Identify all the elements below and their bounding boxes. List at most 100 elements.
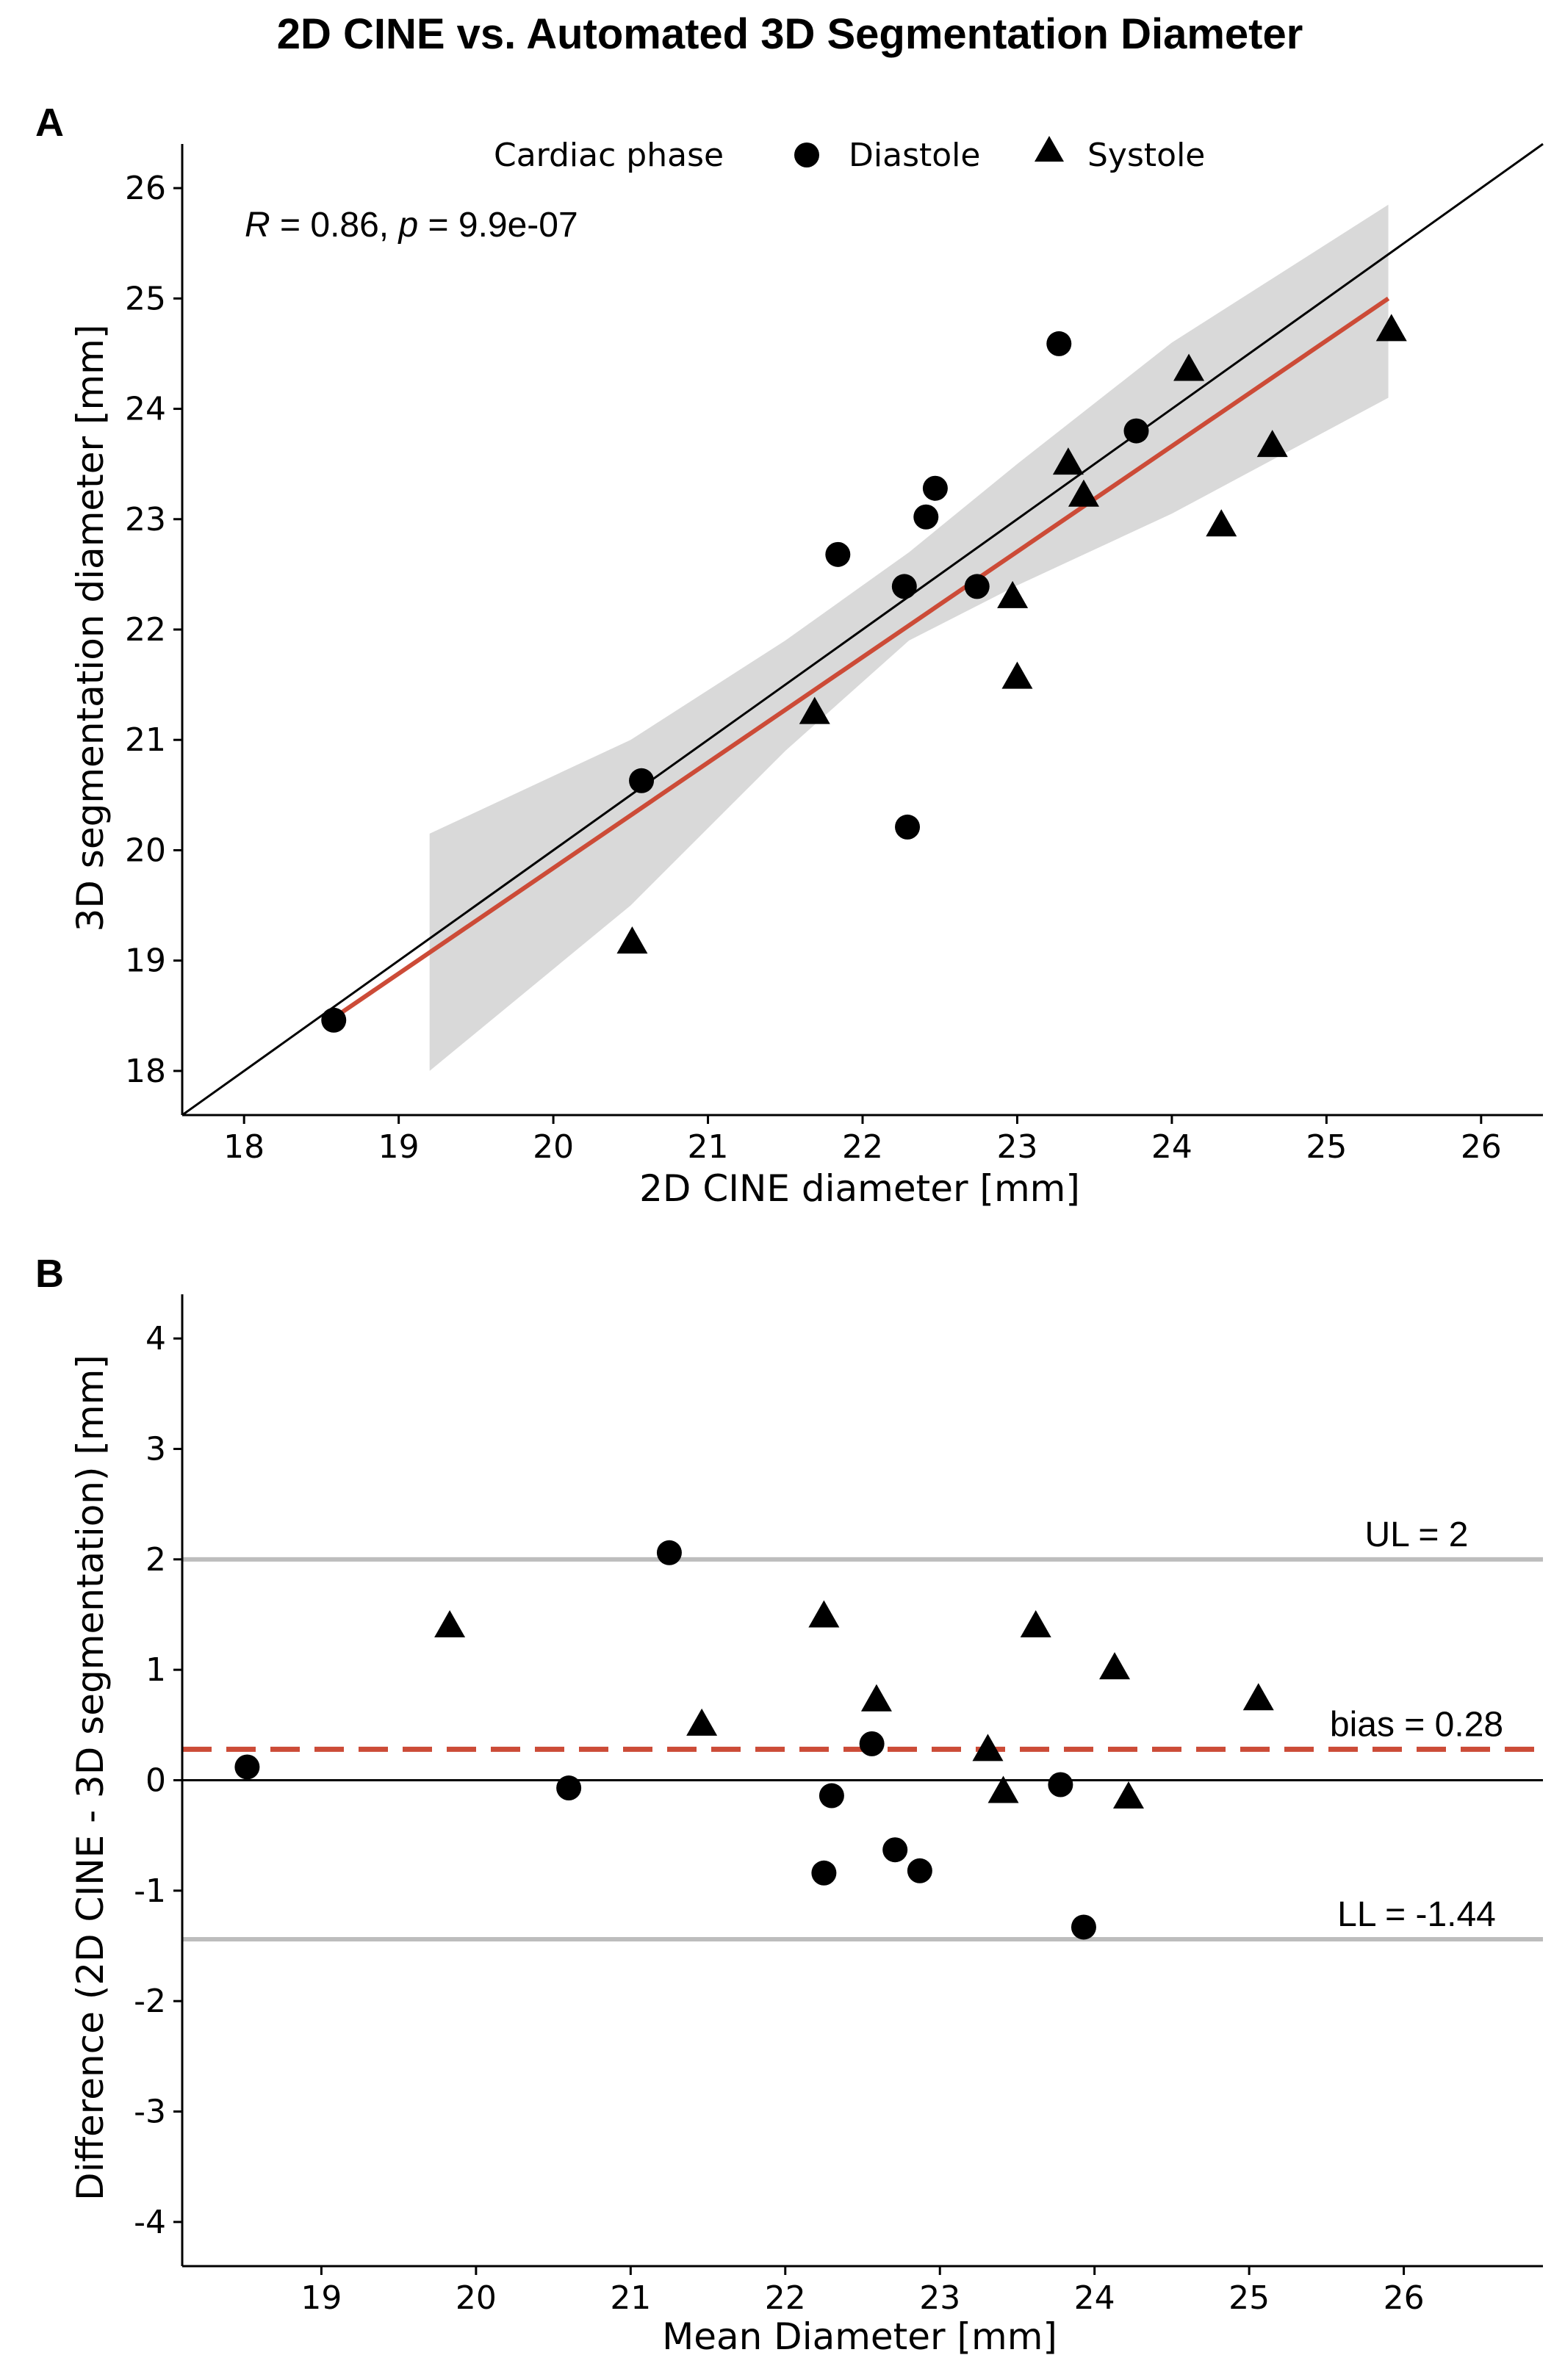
- y-tick-label: 20: [125, 832, 166, 869]
- panel-b-x-label: Mean Diameter [mm]: [662, 2315, 1057, 2358]
- diastole-point: [913, 504, 939, 530]
- y-tick-label: 0: [145, 1762, 166, 1800]
- bias-label: bias = 0.28: [1330, 1705, 1503, 1744]
- legend-item-diastole: Diastole: [849, 137, 980, 174]
- x-tick-label: 21: [610, 2279, 651, 2317]
- panel-b-points: [234, 1540, 1274, 1940]
- y-tick-label: 23: [125, 501, 166, 538]
- systole-point: [1052, 447, 1084, 475]
- x-tick-label: 20: [456, 2279, 497, 2317]
- ul-label: UL = 2: [1365, 1515, 1469, 1554]
- p-value: = 9.9e-07: [418, 206, 578, 245]
- y-tick-label: 21: [125, 721, 166, 759]
- systole-point: [987, 1775, 1019, 1803]
- x-tick-label: 20: [533, 1128, 574, 1166]
- confidence-band: [429, 204, 1389, 1071]
- panel-a-y-label: 3D segmentation diameter [mm]: [69, 325, 112, 932]
- x-tick-label: 19: [378, 1128, 420, 1166]
- systole-point: [434, 1610, 466, 1638]
- p-symbol: p: [397, 206, 418, 245]
- diastole-point: [825, 541, 851, 567]
- systole-point: [1020, 1610, 1051, 1638]
- x-tick-label: 26: [1461, 1128, 1502, 1166]
- panel-b-y-ticks: -4 -3 -2 -1 0 1 2 3 4: [134, 1320, 182, 2241]
- panel-b-label: B: [35, 1252, 64, 1296]
- panel-b-x-ticks: 19 20 21 22 23 24 25 26: [301, 2266, 1425, 2317]
- systole-point: [1375, 314, 1407, 342]
- diastole-point: [1071, 1914, 1096, 1940]
- x-tick-label: 26: [1384, 2279, 1425, 2317]
- legend-item-systole: Systole: [1087, 137, 1205, 174]
- systole-point: [1112, 1781, 1144, 1809]
- diastole-point: [1046, 331, 1072, 356]
- diastole-point: [1048, 1772, 1073, 1797]
- x-tick-label: 22: [765, 2279, 806, 2317]
- systole-point: [1173, 353, 1205, 381]
- diastole-point: [859, 1731, 885, 1756]
- legend-title: Cardiac phase: [494, 137, 724, 174]
- figure-title: 2D CINE vs. Automated 3D Segmentation Di…: [277, 10, 1303, 58]
- x-tick-label: 24: [1074, 2279, 1115, 2317]
- panel-a-points: [321, 314, 1407, 1033]
- diastole-point: [1123, 418, 1149, 444]
- systole-point: [972, 1734, 1004, 1761]
- x-tick-label: 21: [688, 1128, 729, 1166]
- y-tick-label: 1: [145, 1651, 166, 1689]
- diastole-point: [891, 574, 917, 599]
- x-tick-label: 24: [1151, 1128, 1192, 1166]
- diastole-point: [629, 768, 655, 793]
- diastole-point: [922, 475, 948, 501]
- y-tick-label: 3: [145, 1430, 166, 1468]
- systole-point: [1256, 430, 1288, 458]
- diastole-point: [895, 814, 921, 840]
- diastole-point: [907, 1858, 932, 1883]
- panel-b-y-label: Difference (2D CINE - 3D segmentation) […: [69, 1355, 112, 2201]
- diastole-point: [321, 1007, 347, 1033]
- r-symbol: R: [245, 206, 270, 245]
- panel-a-x-label: 2D CINE diameter [mm]: [639, 1167, 1080, 1210]
- y-tick-label: -1: [134, 1872, 166, 1910]
- systole-point: [860, 1684, 892, 1712]
- y-tick-label: 18: [125, 1053, 166, 1090]
- diastole-point: [964, 574, 990, 599]
- diastole-point: [656, 1540, 682, 1565]
- panel-a-y-ticks: 18 19 20 21 22 23 24 25 26: [125, 170, 182, 1090]
- diastole-point: [556, 1775, 582, 1801]
- diastole-point: [882, 1837, 908, 1863]
- regression-line: [335, 296, 1390, 1018]
- y-tick-label: -2: [134, 1983, 166, 2020]
- x-tick-label: 19: [301, 2279, 342, 2317]
- diastole-point: [819, 1783, 844, 1809]
- y-tick-label: 26: [125, 170, 166, 207]
- systole-point: [686, 1708, 718, 1736]
- agreement-limits: UL = 2 bias = 0.28 LL = -1.44: [182, 1515, 1543, 1941]
- systole-point: [997, 580, 1029, 608]
- panel-a-x-ticks: 18 19 20 21 22 23 24 25 26: [223, 1115, 1502, 1166]
- systole-point: [799, 696, 830, 724]
- x-tick-label: 23: [919, 2279, 960, 2317]
- r-value: = 0.86,: [270, 206, 399, 245]
- systole-point: [1206, 509, 1237, 537]
- y-tick-label: 19: [125, 942, 166, 980]
- systole-point: [1242, 1683, 1274, 1711]
- diastole-point: [234, 1754, 260, 1780]
- panel-a: A Cardiac phase Diastole Systole R = 0.8…: [35, 101, 1544, 1210]
- y-tick-label: 22: [125, 611, 166, 649]
- systole-point: [1068, 479, 1099, 507]
- correlation-annotation: R = 0.86, p = 9.9e-07: [245, 206, 578, 245]
- y-tick-label: 25: [125, 280, 166, 317]
- y-tick-label: -3: [134, 2094, 166, 2131]
- x-tick-label: 23: [996, 1128, 1037, 1166]
- y-tick-label: -4: [134, 2204, 166, 2241]
- legend-circle-icon: [794, 143, 819, 167]
- y-tick-label: 24: [125, 391, 166, 428]
- y-tick-label: 4: [145, 1320, 166, 1357]
- systole-point: [616, 926, 648, 954]
- y-tick-label: 2: [145, 1541, 166, 1579]
- systole-point: [1099, 1652, 1131, 1680]
- x-tick-label: 18: [223, 1128, 265, 1166]
- legend: Cardiac phase Diastole Systole: [494, 136, 1205, 174]
- identity-line: [181, 143, 1544, 1117]
